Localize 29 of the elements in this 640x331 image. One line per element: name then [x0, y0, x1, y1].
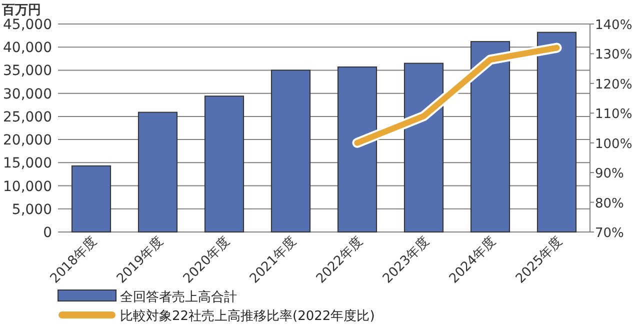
- y-tick-label: 25,000: [3, 109, 52, 126]
- y2-tick-label: 70%: [595, 226, 624, 241]
- y2-tick-label: 140%: [595, 18, 632, 33]
- bar: [470, 41, 510, 232]
- y2-tick-label: 130%: [595, 48, 632, 63]
- bar: [138, 112, 178, 232]
- y-tick-label: 10,000: [3, 178, 52, 195]
- y2-tick-label: 120%: [595, 77, 632, 92]
- bar: [71, 165, 112, 232]
- bar: [404, 62, 444, 232]
- bar: [270, 70, 311, 232]
- y2-tick-label: 110%: [595, 107, 632, 122]
- y-tick-label: 15,000: [3, 156, 52, 172]
- bar: [337, 66, 378, 232]
- y2-tick-label: 100%: [595, 136, 632, 152]
- legend-label: 全回答者売上高合計: [120, 289, 237, 305]
- y-tick-label: 5,000: [12, 202, 52, 218]
- y-tick-label: 45,000: [3, 17, 52, 33]
- y-tick-label: 35,000: [3, 63, 52, 80]
- bar: [204, 96, 244, 232]
- y-tick-label: 30,000: [3, 86, 52, 102]
- y-tick-label: 20,000: [3, 132, 52, 149]
- bar: [536, 32, 577, 232]
- y-tick-label: 40,000: [3, 40, 52, 56]
- y2-tick-label: 80%: [595, 196, 624, 212]
- y-axis-title: 百万円: [1, 3, 41, 18]
- y2-tick-label: 90%: [595, 166, 624, 182]
- legend-label: 比較対象22社売上高推移比率(2022年度比): [120, 308, 375, 324]
- y-tick-label: 0: [43, 225, 52, 241]
